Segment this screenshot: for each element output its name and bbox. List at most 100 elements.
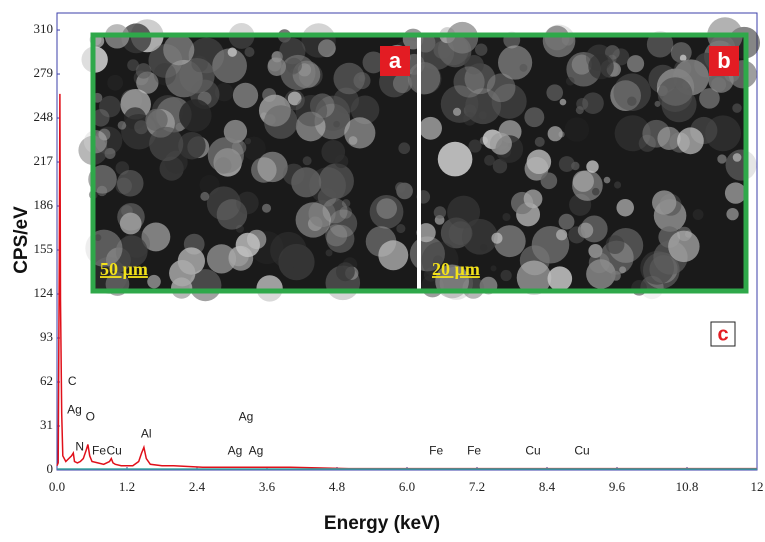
peak-label: Al [141,427,152,441]
sem-texture [136,63,152,79]
sem-texture [578,223,593,238]
y-tick-label: 217 [34,153,54,168]
sem-texture [725,182,746,203]
sem-texture [614,181,621,188]
sem-texture [487,73,516,102]
peak-label: Fe [429,444,443,458]
sem-texture [303,156,312,165]
sem-texture [179,99,212,132]
sem-texture [171,277,192,298]
sem-texture [147,275,161,289]
sem-texture [395,182,406,193]
sem-texture [236,192,259,215]
sem-texture [207,244,236,273]
sem-texture [606,235,625,254]
sem-texture [565,117,589,141]
panel-label: c [717,323,728,345]
x-tick-label: 7.2 [469,479,485,494]
sem-texture [290,68,297,75]
sem-texture [236,233,260,257]
sem-texture [573,171,594,192]
sem-texture [535,137,545,147]
sem-texture [582,92,604,114]
inset-divider [417,33,421,293]
sem-texture [453,66,484,97]
y-tick-label: 186 [34,197,54,212]
peak-label: Fe [92,444,106,458]
x-axis-title: Energy (keV) [324,513,440,534]
sem-texture [120,213,142,235]
sem-texture [501,270,512,281]
sem-texture [191,56,208,72]
sem-texture [490,133,512,155]
sem-texture [604,177,611,184]
sem-texture [95,234,102,241]
peak-label: N [75,439,84,453]
sem-texture [154,63,176,85]
sem-texture [264,105,298,139]
sem-texture [527,150,551,174]
peak-label: C [68,374,77,388]
sem-texture [438,142,473,177]
peak-label: Cu [525,444,540,458]
peak-label: Ag [67,403,82,417]
sem-texture [658,77,693,112]
sem-texture [396,224,405,233]
y-tick-label: 310 [34,21,54,36]
sem-texture [652,190,676,214]
sem-texture [270,232,307,269]
sem-texture [446,22,478,54]
sem-texture [233,83,258,108]
sem-texture [693,209,704,220]
peak-label: Ag [228,444,243,458]
sem-texture [256,275,282,301]
x-tick-label: 9.6 [609,479,626,494]
sem-texture [627,97,637,107]
sem-texture [262,204,271,213]
sem-texture [107,75,123,91]
sem-texture [453,108,461,116]
sem-texture [84,130,107,153]
peak-label: O [86,410,95,424]
peak-label: Fe [467,444,481,458]
sem-texture [301,23,335,57]
sem-texture [611,271,621,281]
sem-texture [726,150,757,181]
sem-texture [123,230,150,257]
y-tick-label: 155 [34,241,54,256]
sem-texture [285,90,305,110]
scale-bar: 50 µm [100,259,148,279]
x-tick-label: 6.0 [399,479,415,494]
sem-texture [524,190,543,209]
sem-texture [560,99,567,106]
sem-texture [491,233,502,244]
sem-texture [419,117,442,140]
sem-texture [475,43,487,55]
sem-texture [559,214,575,230]
peak-label: Ag [239,410,254,424]
sem-texture [559,156,575,172]
sem-texture [484,155,495,166]
y-tick-label: 248 [34,109,54,124]
sem-texture [524,107,544,127]
sem-texture [677,127,704,154]
sem-texture [627,55,644,72]
peak-label: Cu [106,444,121,458]
sem-texture [642,120,670,148]
sem-texture [326,249,333,256]
sem-texture [97,186,107,196]
x-tick-label: 4.8 [329,479,345,494]
sem-texture [480,244,487,251]
y-tick-label: 279 [34,65,54,80]
sem-texture [207,186,241,220]
x-tick-label: 0.0 [49,479,65,494]
sem-texture [468,140,481,153]
sem-texture [668,231,699,262]
inset-label: b [717,48,730,73]
sem-texture [370,195,404,229]
sem-texture [619,266,626,273]
sem-texture [262,88,276,102]
sem-texture [541,172,558,189]
sem-texture [556,229,567,240]
sem-texture [149,127,183,161]
